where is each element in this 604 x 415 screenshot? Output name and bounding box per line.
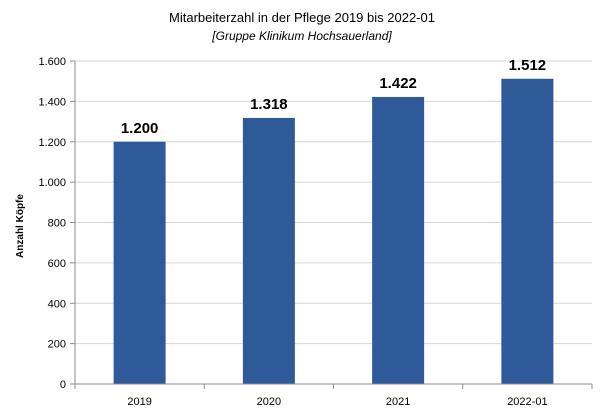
bar <box>372 96 425 384</box>
y-tick-label: 1.000 <box>38 177 66 189</box>
bar <box>501 78 554 384</box>
y-tick-label: 0 <box>60 379 66 391</box>
y-tick-label: 200 <box>48 339 66 351</box>
bar <box>242 117 295 385</box>
x-tick-label: 2022-01 <box>507 396 547 408</box>
y-tick-label: 1.600 <box>38 56 66 68</box>
x-tick-labels: 2019 2020 2021 2022-01 <box>127 396 547 408</box>
x-tick-label: 2020 <box>257 396 281 408</box>
bars <box>113 78 554 385</box>
chart-subtitle: [Gruppe Klinikum Hochsauerland] <box>211 29 392 43</box>
y-tick-labels: 0 200 400 600 800 1.000 1.200 1.400 1.600 <box>38 56 66 391</box>
x-tick-label: 2019 <box>127 396 151 408</box>
y-tick-label: 800 <box>48 218 66 230</box>
bar <box>113 141 166 384</box>
data-label: 1.422 <box>379 75 417 92</box>
data-label: 1.200 <box>121 120 159 137</box>
y-axis-label: Anzahl Köpfe <box>15 194 26 258</box>
data-label: 1.512 <box>509 57 547 74</box>
data-labels: 1.200 1.318 1.422 1.512 <box>121 57 546 137</box>
axes <box>74 61 593 389</box>
y-tick-label: 1.200 <box>38 137 66 149</box>
data-label: 1.318 <box>250 96 288 113</box>
y-tick-label: 600 <box>48 258 66 270</box>
y-tick-label: 1.400 <box>38 96 66 108</box>
x-tick-label: 2021 <box>386 396 410 408</box>
chart-title: Mitarbeiterzahl in der Pflege 2019 bis 2… <box>169 10 435 25</box>
y-tick-label: 400 <box>48 298 66 310</box>
